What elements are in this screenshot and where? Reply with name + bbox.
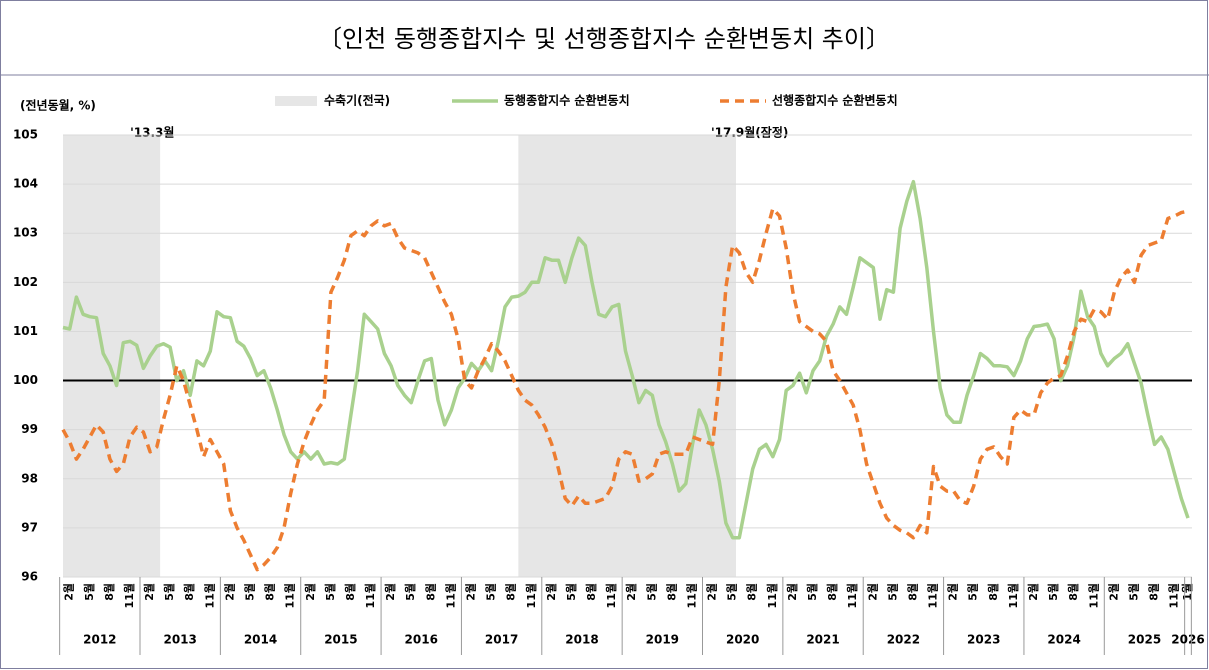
y-tick-label: 104 [13, 177, 38, 191]
y-tick-label: 105 [13, 128, 38, 142]
year-label: 2016 [405, 633, 438, 647]
x-tick-label: 11월 [202, 583, 216, 608]
x-tick-label: 8월 [102, 583, 116, 601]
y-tick-label: 102 [13, 275, 38, 289]
year-label: 2017 [485, 633, 518, 647]
x-tick-label: 5월 [243, 583, 257, 601]
x-tick-label: 5월 [323, 583, 337, 601]
x-tick-label: 5월 [1046, 583, 1060, 601]
year-label: 2012 [83, 633, 116, 647]
year-label: 2019 [646, 633, 679, 647]
year-label: 2025 [1128, 633, 1161, 647]
x-tick-label: 2월 [222, 583, 236, 601]
x-tick-label: 5월 [162, 583, 176, 601]
x-tick-label: 5월 [885, 583, 899, 601]
x-tick-label: 11월 [283, 583, 297, 608]
x-tick-label: 5월 [644, 583, 658, 601]
x-tick-label: 5월 [1126, 583, 1140, 601]
chart-title: 〔인천 동행종합지수 및 선행종합지수 순환변동치 추이〕 [318, 25, 890, 53]
x-tick-label: 2월 [705, 583, 719, 601]
x-tick-label: 2월 [62, 583, 76, 601]
x-tick-label: 8월 [584, 583, 598, 601]
x-tick-label: 5월 [484, 583, 498, 601]
x-tick-label: 8월 [664, 583, 678, 601]
year-label: 2018 [565, 633, 598, 647]
x-tick-label: 11월 [524, 583, 538, 608]
x-tick-label: 2월 [544, 583, 558, 601]
year-label: 2026 [1171, 633, 1204, 647]
y-axis-label: (전년동월, %) [20, 98, 96, 113]
annotation: '13.3월 [130, 125, 174, 140]
x-tick-label: 8월 [825, 583, 839, 601]
x-tick-label: 5월 [725, 583, 739, 601]
x-tick-label: 11월 [765, 583, 779, 608]
x-tick-label: 1월 [1180, 583, 1194, 601]
x-tick-label: 8월 [1147, 583, 1161, 601]
x-tick-label: 5월 [564, 583, 578, 601]
y-tick-label: 103 [13, 226, 38, 240]
x-tick-label: 8월 [1066, 583, 1080, 601]
year-label: 2023 [967, 633, 1000, 647]
series-line [61, 206, 1189, 572]
x-tick-label: 2월 [383, 583, 397, 601]
contraction-shade [63, 135, 161, 577]
x-tick-label: 2월 [1026, 583, 1040, 601]
annotation: '17.9월(잠정) [711, 125, 788, 140]
x-tick-label: 8월 [182, 583, 196, 601]
x-tick-label: 5월 [82, 583, 96, 601]
x-tick-label: 5월 [966, 583, 980, 601]
year-label: 2014 [244, 633, 277, 647]
x-tick-label: 11월 [1086, 583, 1100, 608]
x-tick-label: 11월 [604, 583, 618, 608]
x-tick-label: 2월 [1106, 583, 1120, 601]
y-tick-label: 96 [21, 570, 38, 584]
x-tick-label: 2월 [142, 583, 156, 601]
x-tick-label: 11월 [363, 583, 377, 608]
legend-label: 수축기(전국) [324, 93, 390, 108]
x-tick-label: 8월 [343, 583, 357, 601]
y-tick-label: 99 [21, 422, 38, 436]
x-tick-label: 2월 [624, 583, 638, 601]
x-tick-label: 2월 [865, 583, 879, 601]
year-label: 2013 [163, 633, 196, 647]
legend-swatch [275, 96, 317, 106]
x-tick-label: 2월 [463, 583, 477, 601]
x-tick-label: 8월 [504, 583, 518, 601]
x-tick-label: 11월 [1167, 583, 1181, 608]
year-label: 2015 [324, 633, 357, 647]
year-label: 2022 [887, 633, 920, 647]
x-tick-label: 8월 [745, 583, 759, 601]
x-tick-label: 8월 [263, 583, 277, 601]
x-tick-label: 11월 [443, 583, 457, 608]
series-line [62, 179, 1190, 540]
legend-label: 동행종합지수 순환변동치 [504, 93, 630, 108]
legend-label: 선행종합지수 순환변동치 [772, 93, 898, 108]
y-tick-label: 98 [21, 471, 38, 485]
x-tick-label: 5월 [805, 583, 819, 601]
x-tick-label: 8월 [986, 583, 1000, 601]
y-tick-label: 100 [13, 373, 38, 387]
y-tick-label: 97 [21, 520, 38, 534]
x-tick-label: 11월 [122, 583, 136, 608]
x-tick-label: 11월 [684, 583, 698, 608]
year-label: 2020 [726, 633, 759, 647]
x-tick-label: 5월 [403, 583, 417, 601]
x-tick-label: 2월 [946, 583, 960, 601]
x-tick-label: 2월 [785, 583, 799, 601]
y-tick-label: 101 [13, 324, 38, 338]
x-tick-label: 11월 [926, 583, 940, 608]
x-tick-label: 8월 [423, 583, 437, 601]
x-tick-label: 11월 [845, 583, 859, 608]
x-tick-label: 11월 [1006, 583, 1020, 608]
x-tick-label: 2월 [303, 583, 317, 601]
year-label: 2021 [806, 633, 839, 647]
year-label: 2024 [1047, 633, 1080, 647]
x-tick-label: 8월 [905, 583, 919, 601]
